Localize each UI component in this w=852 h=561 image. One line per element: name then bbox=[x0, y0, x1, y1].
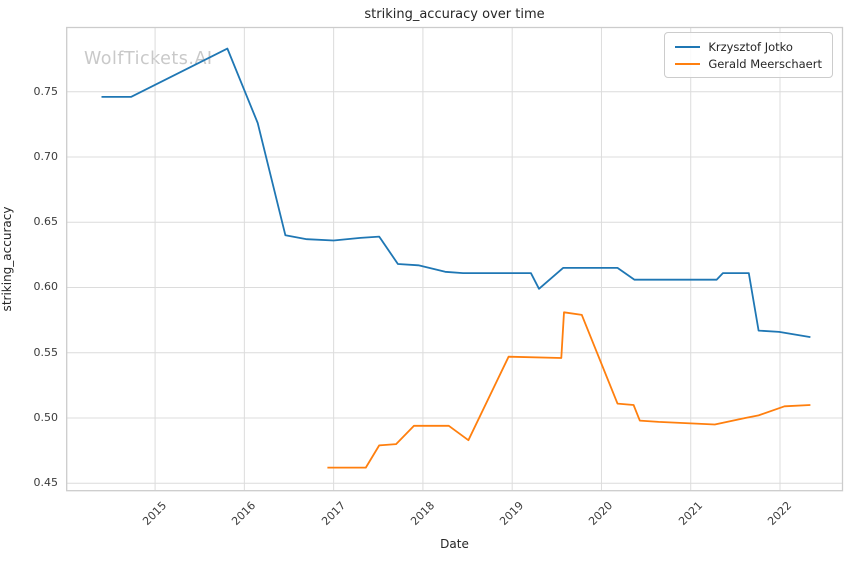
legend-line-swatch-blue bbox=[675, 45, 701, 48]
x-axis-label: Date bbox=[440, 537, 469, 551]
watermark: WolfTickets.AI bbox=[84, 49, 213, 69]
y-tick-label: 0.45 bbox=[33, 476, 59, 490]
y-tick-label: 0.70 bbox=[33, 149, 59, 163]
series-line-krzysztof-jotko bbox=[101, 47, 811, 338]
chart-title: striking_accuracy over time bbox=[364, 7, 545, 22]
legend-line-swatch-orange bbox=[675, 62, 701, 65]
y-tick-label: 0.60 bbox=[33, 280, 59, 294]
legend-item-gerald-meerschaert: Gerald Meerschaert bbox=[675, 55, 822, 72]
y-tick-label: 0.55 bbox=[33, 345, 59, 359]
y-tick-label: 0.75 bbox=[33, 84, 59, 98]
y-axis-label: striking_accuracy bbox=[0, 206, 14, 312]
series-line-gerald-meerschaert bbox=[327, 311, 811, 469]
y-tick-label: 0.65 bbox=[33, 215, 59, 229]
legend: Krzysztof Jotko Gerald Meerschaert bbox=[664, 32, 833, 78]
legend-label: Gerald Meerschaert bbox=[708, 56, 822, 71]
y-tick-label: 0.50 bbox=[33, 411, 59, 424]
legend-label: Krzysztof Jotko bbox=[708, 39, 793, 54]
legend-item-krzysztof-jotko: Krzysztof Jotko bbox=[675, 38, 822, 55]
plot-border bbox=[66, 26, 844, 492]
